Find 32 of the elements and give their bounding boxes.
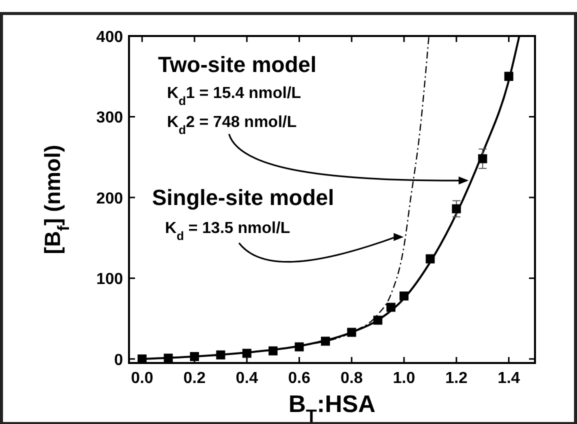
- point: [294, 342, 304, 352]
- annotation: Two-site model: [158, 52, 316, 77]
- point: [400, 291, 409, 300]
- y-tick-label: 400: [96, 29, 124, 46]
- point: [190, 352, 199, 362]
- y-tick-label: 0: [114, 352, 124, 369]
- point: [268, 346, 278, 356]
- point: [347, 328, 356, 337]
- annotation: K$_{d}$1 = 15.4 nmol/L: [167, 85, 302, 108]
- point: [320, 336, 330, 346]
- point: [386, 302, 396, 312]
- point: [164, 354, 173, 363]
- y-tick-label: 100: [96, 271, 124, 288]
- x-tick-label: 0.0: [130, 370, 154, 387]
- point: [242, 348, 252, 358]
- x-tick-label: 1.4: [498, 370, 520, 387]
- y-tick-label: 200: [96, 190, 124, 208]
- y-tick-label: 300: [96, 110, 124, 127]
- x-axis-title: B$_{T}$:HSA: [288, 391, 376, 424]
- point: [452, 204, 461, 214]
- point: [373, 316, 382, 325]
- x-tick-label: 0.2: [183, 370, 206, 387]
- x-tick-label: 1.2: [445, 370, 468, 387]
- annotation: K$_{d}$2 = 748 nmol/L: [167, 114, 297, 137]
- x-tick-label: 1.0: [392, 370, 416, 387]
- x-tick-label: 0.8: [340, 370, 363, 387]
- x-tick-label: 0.6: [288, 370, 310, 387]
- point: [216, 350, 226, 360]
- annotation: Single-site model: [152, 185, 334, 210]
- point: [478, 154, 488, 164]
- x-tick-label: 0.4: [236, 370, 258, 387]
- annotation: K$_{d}$ = 13.5 nmol/L: [165, 220, 290, 243]
